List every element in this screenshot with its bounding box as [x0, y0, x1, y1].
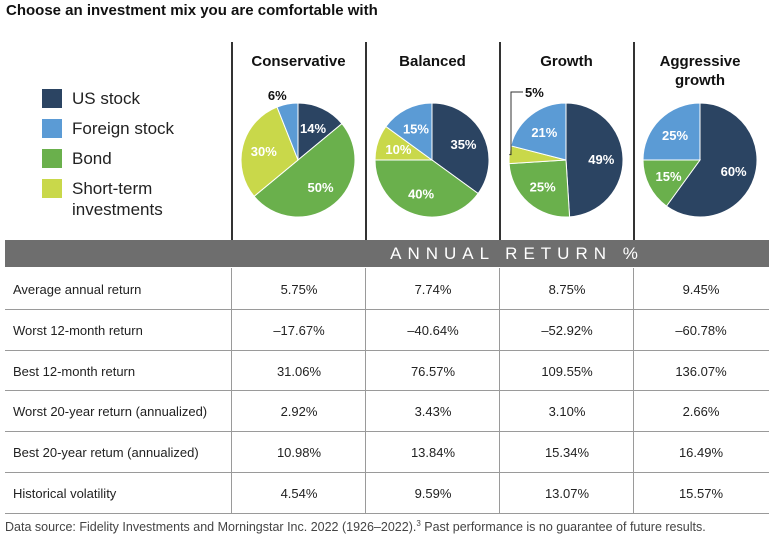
legend-swatch-bond — [42, 149, 62, 168]
table-cell: 9.59% — [414, 486, 452, 501]
pie-slice-label: 60% — [721, 164, 747, 179]
table-row-label: Average annual return — [13, 282, 142, 297]
table-cell: 13.07% — [544, 486, 590, 501]
pie-growth: 49% 25% 21% — [508, 102, 624, 218]
page-title: Choose an investment mix you are comfort… — [6, 2, 378, 19]
pie-slice-label: 50% — [308, 180, 334, 195]
table-cell: 16.49% — [678, 445, 724, 461]
pie-slice-label: 21% — [531, 125, 557, 140]
table-row-label: Worst 12-month return — [13, 322, 143, 338]
legend-label: Bond — [72, 149, 112, 168]
table-row-divider — [5, 308, 769, 310]
table-cell: 15.34% — [544, 445, 590, 461]
pie-slice-foreign-stock — [510, 102, 567, 161]
legend-swatch-short-term — [42, 179, 62, 198]
column-divider — [633, 42, 635, 240]
legend: US stock Foreign stock Bond Short-term i… — [42, 88, 222, 229]
table-cell: 136.07% — [675, 363, 727, 379]
table-cell: 2.66% — [682, 404, 720, 420]
pie-charts: 14% 50% 30% 35% 40% 10% 15% 49% 25% 21% 60% 15% 2… — [240, 85, 758, 218]
pie-callouts: 6% 5% — [268, 85, 544, 156]
pie-slice-label: 35% — [450, 137, 476, 152]
table-row-divider — [5, 390, 769, 392]
pie-slice-label: 49% — [588, 152, 614, 167]
pie-slice-label: 40% — [408, 187, 434, 202]
pie-callout-line — [509, 91, 523, 156]
pie-slice-bond — [253, 122, 356, 218]
column-header-conservative: Conservative — [251, 53, 346, 70]
pie-aggressive-growth: 60% 15% 25% — [642, 102, 758, 218]
table-row-divider — [5, 472, 769, 473]
legend-item-bond: Bond — [42, 148, 222, 169]
table-row-divider — [5, 349, 769, 351]
table-cell: –17.67% — [273, 322, 325, 338]
pie-slice-label: 14% — [300, 121, 326, 136]
column-divider — [365, 42, 367, 240]
pie-callout-label: 6% — [268, 88, 287, 103]
pie-callout-label: 5% — [525, 85, 544, 100]
footnote-tail: Past performance is no guarantee of futu… — [420, 520, 706, 535]
footnote-ref: 3 — [416, 519, 421, 528]
table-cell: 109.55% — [541, 363, 593, 379]
pie-slice-short-term-investments — [240, 106, 299, 198]
table-row-divider — [5, 512, 769, 514]
table-cell: 4.54% — [280, 486, 318, 501]
table-row-label: Worst 20-year return (annualized) — [13, 404, 208, 420]
pie-slice-us-stock — [431, 102, 490, 195]
pie-slice-label: 15% — [403, 122, 429, 137]
table-cell: 10.98% — [276, 445, 322, 461]
legend-label: Short-term investments — [72, 179, 163, 219]
table-cell: –52.92% — [541, 322, 593, 338]
pie-slice-foreign-stock — [385, 102, 433, 161]
pie-slice-label: 25% — [662, 128, 688, 143]
legend-label: Foreign stock — [72, 119, 175, 138]
pie-conservative: 14% 50% 30% — [240, 102, 356, 218]
table-row-label: Best 20-year retum (annualized) — [13, 445, 199, 461]
footnote: Data source: Fidelity Investments and Mo… — [5, 519, 706, 534]
table-cell: –40.64% — [407, 322, 459, 338]
pie-slice-label: 15% — [655, 169, 681, 184]
table-cell: 8.75% — [548, 282, 586, 297]
legend-swatch-foreign-stock — [42, 119, 62, 138]
pie-slice-foreign-stock — [642, 102, 701, 161]
table-cell: 13.84% — [410, 445, 456, 461]
pie-slice-label: 30% — [251, 144, 277, 159]
table-cell: 3.43% — [414, 404, 452, 420]
legend-swatch-us-stock — [42, 89, 62, 108]
table-cell: 9.45% — [682, 282, 720, 297]
column-divider — [231, 42, 233, 240]
table-row-divider — [5, 431, 769, 433]
pie-slice-bond — [642, 159, 701, 207]
pie-slice-bond — [508, 159, 571, 218]
column-divider — [499, 42, 501, 240]
table-cell: 31.06% — [276, 363, 322, 379]
pie-balanced: 35% 40% 10% 15% — [374, 102, 490, 218]
table-row-label: Best 12-month return — [13, 363, 136, 379]
column-header-aggressive-growth: Aggressive growth — [659, 53, 741, 89]
table-cell: –60.78% — [675, 322, 727, 338]
table-row-label: Historical volatility — [13, 486, 117, 501]
column-header-growth: Growth — [540, 53, 593, 70]
pie-slice-label: 25% — [530, 180, 556, 195]
pie-slice-bond — [374, 159, 479, 218]
legend-item-foreign-stock: Foreign stock — [42, 118, 222, 139]
legend-label: US stock — [72, 89, 141, 108]
pie-slice-foreign-stock — [276, 102, 299, 161]
pie-slice-us-stock — [565, 102, 624, 218]
footnote-text: Data source: Fidelity Investments and Mo… — [5, 520, 417, 535]
pie-slice-label: 10% — [385, 142, 411, 157]
table-cell: 15.57% — [678, 486, 724, 501]
column-header-balanced: Balanced — [399, 53, 466, 70]
annual-return-banner: ANNUAL RETURN % — [5, 240, 769, 267]
legend-item-short-term: Short-term investments — [42, 178, 222, 220]
table-cell: 3.10% — [548, 404, 586, 420]
legend-item-us-stock: US stock — [42, 88, 222, 109]
pie-slice-us-stock — [665, 102, 758, 218]
table-cell: 76.57% — [410, 363, 456, 379]
table-cell: 2.92% — [280, 404, 318, 420]
table-cell: 5.75% — [280, 282, 318, 297]
table-cell: 7.74% — [414, 282, 452, 297]
